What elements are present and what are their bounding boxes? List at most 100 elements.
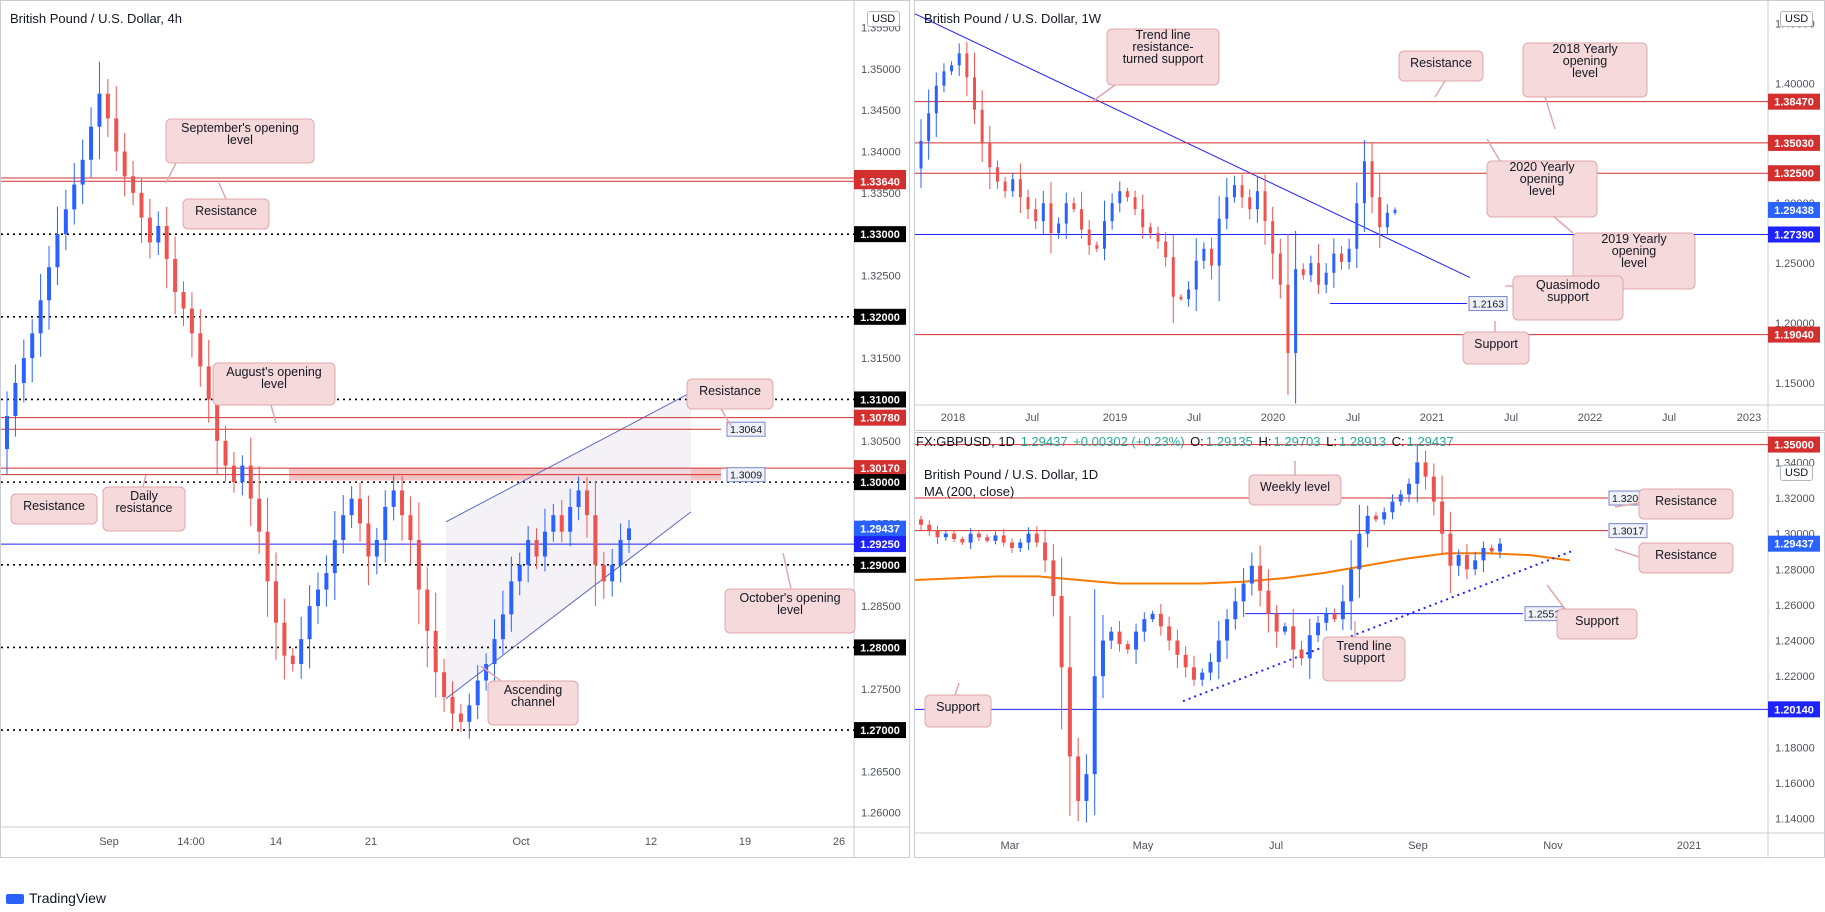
candle-body	[1249, 565, 1254, 584]
y-tick-label: 1.28000	[1775, 564, 1815, 576]
candle-body	[1080, 209, 1084, 230]
candle-body	[1481, 547, 1486, 561]
legend-open: 1.29135	[1205, 434, 1253, 449]
legend-change: +0.00302 (+0.23%)	[1073, 434, 1185, 449]
candle-body	[627, 528, 631, 540]
candle-body	[231, 465, 236, 483]
svg-text:Resistance: Resistance	[1655, 494, 1717, 508]
candle-body	[973, 77, 977, 110]
last-price-label: 1.29437	[860, 524, 900, 536]
candle-body	[467, 705, 472, 722]
candle-body	[1282, 626, 1287, 632]
candle-body	[1357, 533, 1362, 570]
svg-text:Resistance: Resistance	[1655, 548, 1717, 562]
candle-body	[1365, 515, 1370, 534]
candle-body	[30, 333, 35, 359]
y-tick-label: 1.26500	[861, 766, 901, 778]
small-level-label-bg	[1608, 523, 1648, 539]
y-tick-label: 1.28500	[861, 601, 901, 613]
small-level-label: 1.3017	[1612, 526, 1644, 538]
candle-body	[38, 300, 43, 334]
level-price-label: 1.33000	[860, 229, 900, 241]
level-price-label-bg	[1768, 326, 1820, 343]
tradingview-logo[interactable]: TradingView	[6, 890, 106, 906]
svg-text:level: level	[261, 377, 287, 391]
candle-body	[425, 589, 430, 631]
currency-button[interactable]: USD	[1780, 465, 1814, 481]
candle-body	[1225, 619, 1230, 641]
currency-button[interactable]: USD	[1780, 11, 1814, 27]
candle-body	[1217, 218, 1221, 266]
callout-pointer	[782, 552, 792, 590]
svg-text:level: level	[227, 133, 253, 147]
candle-body	[1299, 649, 1304, 659]
candle-body	[97, 93, 102, 127]
candle-body	[1133, 197, 1137, 210]
svg-text:2019 Yearly: 2019 Yearly	[1601, 232, 1667, 246]
candle-body	[618, 539, 623, 565]
candle-body	[1362, 161, 1366, 204]
last-price-label-bg	[854, 520, 906, 537]
candle-body	[1148, 227, 1152, 234]
callout-support: Support	[1462, 331, 1530, 365]
candle-body	[568, 506, 573, 532]
candle-body	[934, 85, 938, 114]
callout-resistance: Resistance	[1398, 50, 1484, 82]
y-tick-label: 1.16000	[1775, 778, 1815, 790]
candle-body	[282, 622, 287, 656]
callout-pointer	[1552, 215, 1574, 234]
callout-pointer	[1546, 584, 1566, 610]
callout-resistance-left: Resistance	[10, 493, 98, 525]
candle-body	[1064, 203, 1068, 224]
level-price-label-bg	[1768, 226, 1820, 243]
svg-text:resistance: resistance	[116, 501, 173, 515]
candle-body	[1018, 179, 1022, 198]
candle-body	[1158, 613, 1163, 627]
candle-body	[985, 537, 990, 541]
candle-body	[105, 93, 110, 119]
candle-body	[189, 308, 194, 334]
candle-body	[1266, 590, 1271, 614]
level-price-label: 1.28000	[860, 642, 900, 654]
level-price-label-bg	[1768, 93, 1820, 110]
candle-body	[993, 535, 998, 541]
candle-body	[1456, 555, 1461, 566]
candle-body	[968, 533, 973, 543]
level-price-label-bg	[854, 308, 906, 325]
candle-body	[517, 564, 522, 582]
callout-resistance-upper: Resistance	[182, 198, 270, 230]
chart-pane-1w[interactable]: 1.450001.400001.350001.300001.250001.200…	[914, 0, 1825, 431]
candle-body	[1175, 640, 1180, 655]
level-price-label-bg	[854, 173, 906, 190]
level-price-label: 1.30000	[860, 477, 900, 489]
candle-body	[1109, 631, 1114, 641]
x-tick-label: Sep	[99, 836, 119, 848]
candle-body	[299, 639, 304, 664]
candle-body	[265, 531, 270, 582]
callout-pointer	[218, 182, 227, 200]
x-tick-label: Jul	[1504, 412, 1518, 424]
chart-1w-svg: 1.450001.400001.350001.300001.250001.200…	[915, 1, 1824, 430]
svg-text:Weekly level: Weekly level	[1260, 480, 1330, 494]
level-price-label: 1.29250	[860, 539, 900, 551]
svg-text:support: support	[1547, 290, 1589, 304]
x-tick-label: Jul	[1025, 412, 1039, 424]
currency-button[interactable]: USD	[867, 11, 901, 27]
candle-body	[55, 234, 60, 268]
candle-body	[332, 539, 337, 574]
candle-body	[89, 126, 94, 160]
candle-body	[950, 65, 954, 72]
candle-body	[1271, 221, 1275, 254]
y-tick-label: 1.25000	[1775, 258, 1815, 270]
chart-pane-1d[interactable]: 1.34000 1.32000 1.30000 1.28000 1.26000 1.240…	[914, 432, 1825, 858]
chart-pane-4h[interactable]: 1.355001.350001.345001.340001.335001.330…	[0, 0, 910, 858]
candle-body	[316, 589, 320, 607]
callout-resistance-upper: Resistance	[1638, 488, 1734, 520]
candle-body	[927, 113, 931, 141]
last-price-label-bg	[1768, 201, 1820, 218]
svg-text:channel: channel	[511, 695, 555, 709]
callout-pointer	[1614, 502, 1640, 508]
candle-body	[1183, 654, 1188, 668]
